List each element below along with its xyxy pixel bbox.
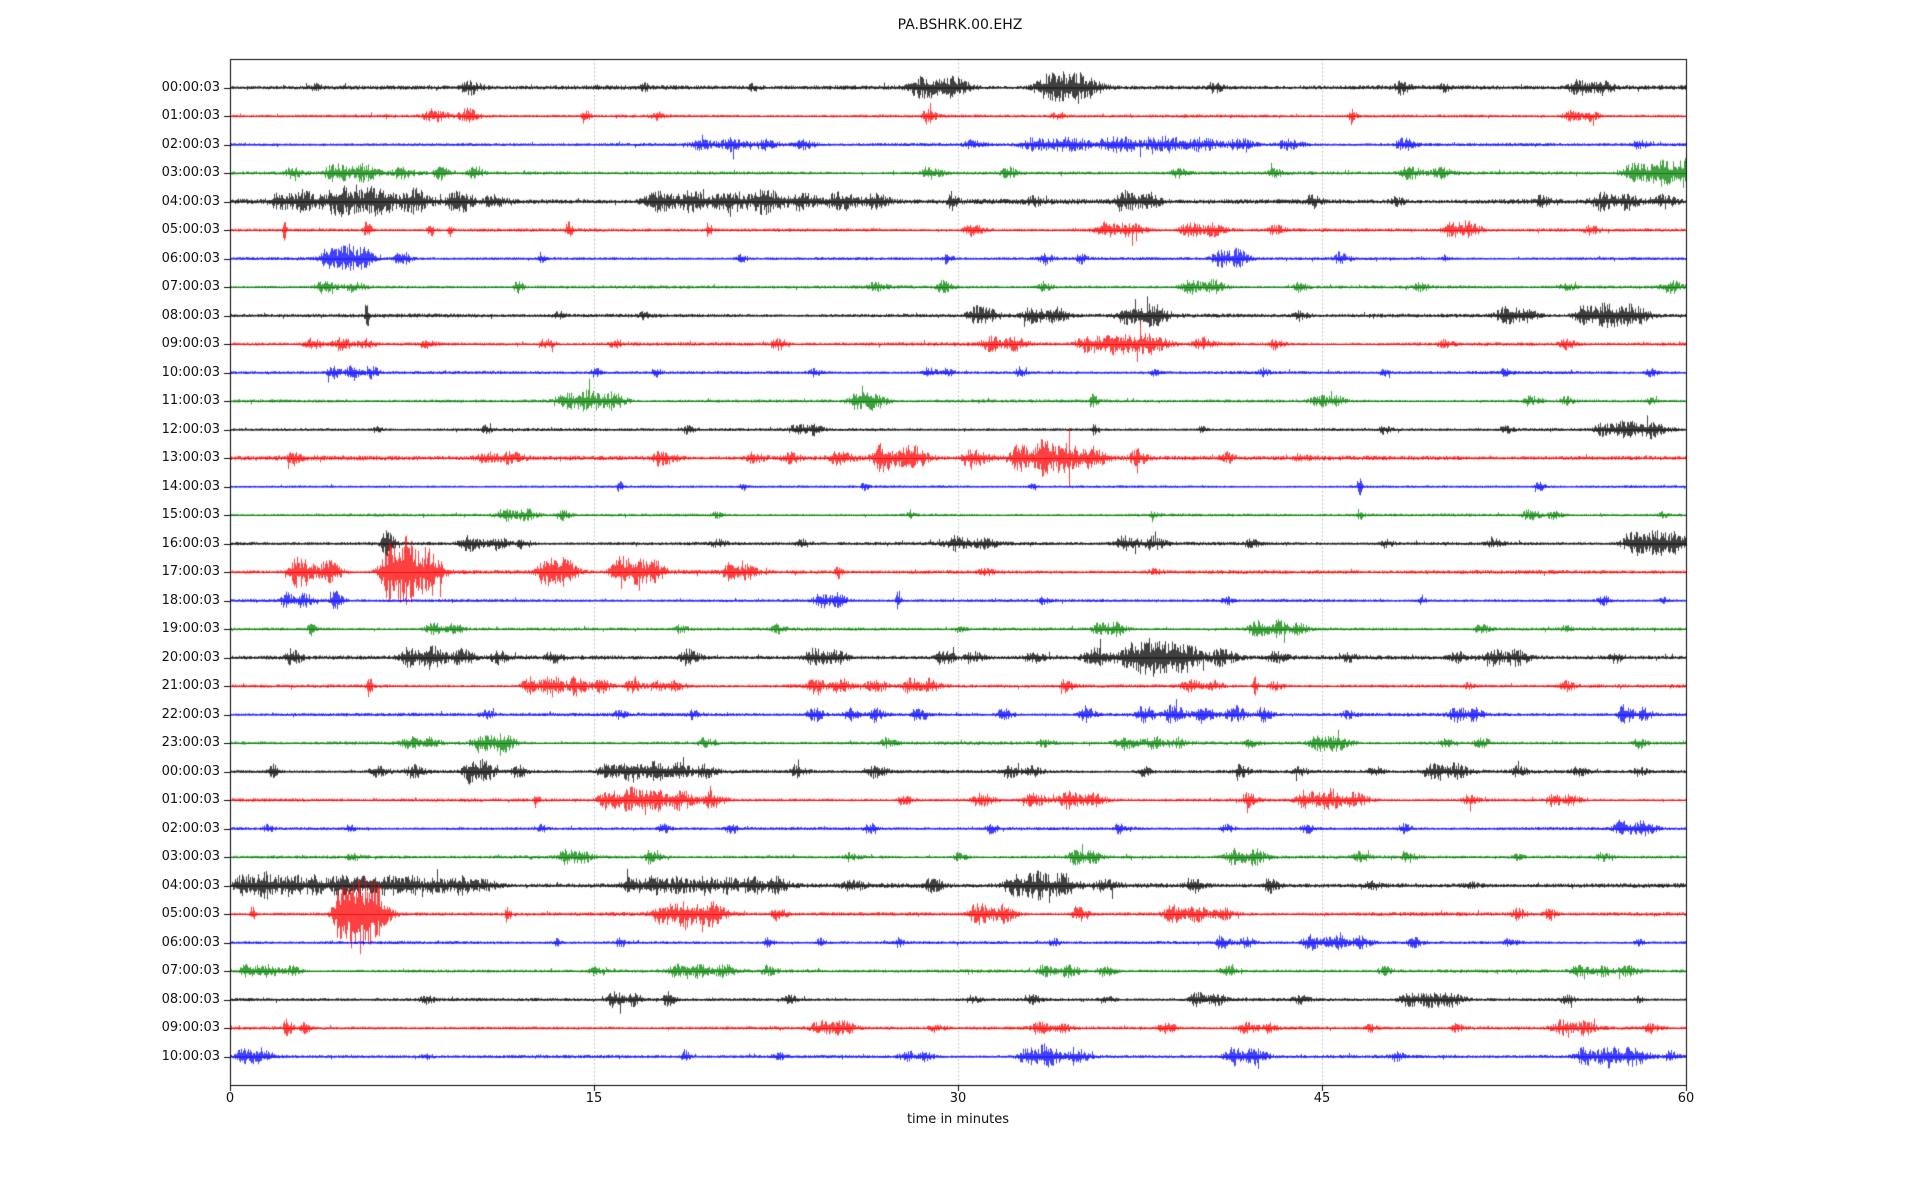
trace-time-label: 00:00:03 [161, 79, 220, 95]
trace-time-label: 09:00:03 [161, 336, 220, 351]
trace-time-label: 06:00:03 [161, 250, 220, 266]
x-axis-title: time in minutes [906, 1112, 1010, 1127]
trace-time-label: 04:00:03 [161, 877, 220, 893]
trace-time-label: 11:00:03 [161, 393, 220, 408]
trace-time-label: 16:00:03 [161, 535, 220, 551]
trace-time-label: 03:00:03 [161, 849, 220, 864]
trace-time-label: 21:00:03 [161, 678, 220, 693]
trace-time-label: 01:00:03 [161, 108, 220, 123]
trace-time-label: 05:00:03 [161, 222, 220, 237]
x-tick-label: 15 [585, 1091, 603, 1106]
trace-time-label: 07:00:03 [161, 963, 220, 978]
x-tick-label: 60 [1677, 1091, 1695, 1106]
trace-time-label: 10:00:03 [161, 1048, 220, 1064]
x-tick-label: 30 [949, 1091, 967, 1106]
trace-time-label: 10:00:03 [161, 364, 220, 380]
trace-time-label: 12:00:03 [161, 421, 220, 437]
trace-time-label: 19:00:03 [161, 621, 220, 636]
trace-time-label: 07:00:03 [161, 279, 220, 294]
trace-time-label: 14:00:03 [161, 478, 220, 494]
trace-time-label: 03:00:03 [161, 165, 220, 180]
trace-time-label: 23:00:03 [161, 735, 220, 750]
trace-time-label: 04:00:03 [161, 193, 220, 209]
trace-time-label: 00:00:03 [161, 763, 220, 779]
trace-time-label: 17:00:03 [161, 564, 220, 579]
trace-time-label: 22:00:03 [161, 706, 220, 722]
trace-time-label: 02:00:03 [161, 136, 220, 152]
x-tick-label: 45 [1313, 1091, 1331, 1106]
trace-time-label: 08:00:03 [161, 307, 220, 323]
trace-time-label: 08:00:03 [161, 991, 220, 1007]
trace-time-label: 20:00:03 [161, 649, 220, 665]
trace-time-label: 15:00:03 [161, 507, 220, 522]
trace-time-label: 05:00:03 [161, 906, 220, 921]
trace-time-label: 13:00:03 [161, 450, 220, 465]
x-tick-label: 0 [225, 1091, 235, 1106]
trace-time-label: 01:00:03 [161, 792, 220, 807]
trace-time-label: 02:00:03 [161, 820, 220, 836]
trace-time-label: 09:00:03 [161, 1020, 220, 1035]
trace-time-label: 06:00:03 [161, 934, 220, 950]
trace-time-label: 18:00:03 [161, 592, 220, 608]
